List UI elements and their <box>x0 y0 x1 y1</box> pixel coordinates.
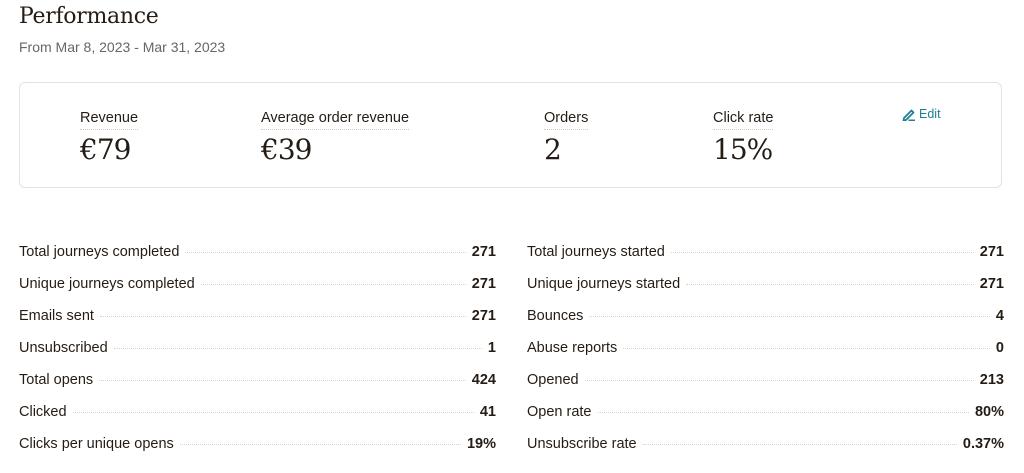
stat-value: 271 <box>471 244 496 260</box>
kpi-revenue: Revenue €79 <box>80 109 139 167</box>
kpi-value: 2 <box>544 133 562 166</box>
stat-value: 4 <box>995 308 1004 324</box>
stat-label: Clicks per unique opens <box>19 436 174 452</box>
stat-label: Unsubscribe rate <box>527 436 637 452</box>
stat-row-emails-sent: Emails sent 271 <box>19 304 496 336</box>
dotted-leader <box>589 316 990 317</box>
stat-value: 41 <box>479 404 496 420</box>
stat-value: 19% <box>466 436 496 452</box>
kpi-average-order-revenue: Average order revenue €39 <box>261 109 410 167</box>
stat-label: Unique journeys started <box>527 276 681 292</box>
stat-label: Total journeys completed <box>19 244 180 260</box>
stat-row-bounces: Bounces 4 <box>527 304 1004 336</box>
stat-row-clicks-per-unique-opens: Clicks per unique opens 19% <box>19 432 496 464</box>
dotted-leader <box>642 444 957 445</box>
dotted-leader <box>99 316 466 317</box>
dotted-leader <box>200 284 466 285</box>
stat-row-abuse-reports: Abuse reports 0 <box>527 336 1004 368</box>
dotted-leader <box>185 252 466 253</box>
stat-label: Emails sent <box>19 308 94 324</box>
dotted-leader <box>597 412 969 413</box>
stats-list-right: Total journeys started 271 Unique journe… <box>527 240 1004 464</box>
stat-row-unique-journeys-started: Unique journeys started 271 <box>527 272 1004 304</box>
page-title: Performance <box>19 4 159 29</box>
kpi-value: €79 <box>80 133 131 166</box>
stat-label: Open rate <box>527 404 592 420</box>
kpi-label[interactable]: Click rate <box>713 109 774 130</box>
stat-row-total-journeys-completed: Total journeys completed 271 <box>19 240 496 272</box>
stat-row-opened: Opened 213 <box>527 368 1004 400</box>
kpi-label[interactable]: Revenue <box>80 109 139 130</box>
stat-label: Bounces <box>527 308 584 324</box>
stat-value: 213 <box>979 372 1004 388</box>
stats-list-left: Total journeys completed 271 Unique jour… <box>19 240 496 464</box>
stat-label: Total opens <box>19 372 94 388</box>
stat-row-clicked: Clicked 41 <box>19 400 496 432</box>
date-range: From Mar 8, 2023 - Mar 31, 2023 <box>19 39 226 55</box>
stat-row-total-opens: Total opens 424 <box>19 368 496 400</box>
kpi-label[interactable]: Orders <box>544 109 589 130</box>
stat-value: 271 <box>471 276 496 292</box>
stat-label: Total journeys started <box>527 244 665 260</box>
edit-label: Edit <box>919 107 941 121</box>
stat-row-open-rate: Open rate 80% <box>527 400 1004 432</box>
dotted-leader <box>179 444 461 445</box>
stat-row-total-journeys-started: Total journeys started 271 <box>527 240 1004 272</box>
kpi-click-rate: Click rate 15% <box>713 109 774 167</box>
stat-value: 0 <box>995 340 1004 356</box>
kpi-value: €39 <box>261 133 312 166</box>
dotted-leader <box>686 284 974 285</box>
dotted-leader <box>584 380 974 381</box>
stat-value: 80% <box>974 404 1004 420</box>
stat-value: 0.37% <box>962 436 1004 452</box>
stat-value: 271 <box>979 276 1004 292</box>
pencil-icon <box>902 108 916 121</box>
kpi-card: Revenue €79 Average order revenue €39 Or… <box>19 82 1002 188</box>
stat-label: Clicked <box>19 404 67 420</box>
dotted-leader <box>99 380 466 381</box>
kpi-value: 15% <box>713 133 773 166</box>
stat-label: Abuse reports <box>527 340 618 356</box>
kpi-label[interactable]: Average order revenue <box>261 109 410 130</box>
edit-button[interactable]: Edit <box>902 107 941 121</box>
stat-row-unsubscribed: Unsubscribed 1 <box>19 336 496 368</box>
stat-value: 271 <box>471 308 496 324</box>
stat-value: 1 <box>487 340 496 356</box>
dotted-leader <box>670 252 974 253</box>
stat-label: Unsubscribed <box>19 340 108 356</box>
dotted-leader <box>113 348 482 349</box>
stat-value: 424 <box>471 372 496 388</box>
dotted-leader <box>623 348 990 349</box>
stat-row-unique-journeys-completed: Unique journeys completed 271 <box>19 272 496 304</box>
stat-row-unsubscribe-rate: Unsubscribe rate 0.37% <box>527 432 1004 464</box>
dotted-leader <box>72 412 474 413</box>
stat-value: 271 <box>979 244 1004 260</box>
stat-label: Unique journeys completed <box>19 276 195 292</box>
stat-label: Opened <box>527 372 579 388</box>
kpi-orders: Orders 2 <box>544 109 589 167</box>
